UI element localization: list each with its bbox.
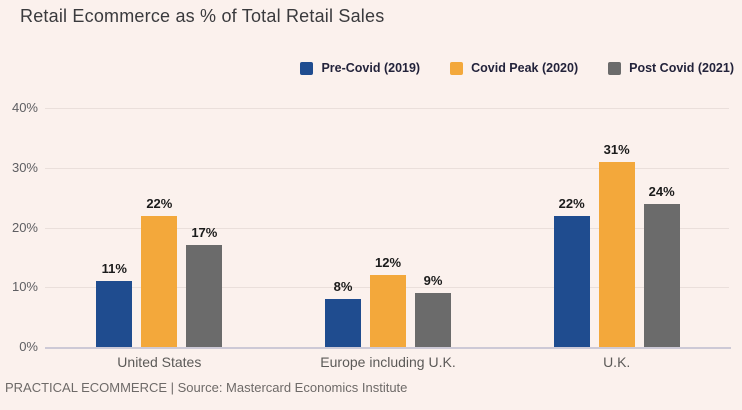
bar-value-label: 17% (191, 225, 218, 241)
bar-groups: 11% 22% 17% 8% 12% 9% 22% 31% 24% (45, 108, 731, 347)
y-tick-label: 40% (11, 100, 38, 115)
legend-item-3: Post Covid (2021) (608, 61, 734, 75)
bar-value-label: 12% (374, 255, 402, 271)
bar-wrap: 8% (325, 108, 361, 347)
bar-value-label: 8% (333, 279, 353, 295)
bar-wrap: 31% (598, 108, 635, 347)
bar-post-covid-2021-europe-including-u-k (415, 293, 451, 347)
bar-value-label: 31% (603, 141, 630, 157)
y-tick-label: 30% (11, 159, 38, 175)
bar-group-1: 11% 22% 17% (45, 108, 274, 347)
legend-swatch-icon (450, 61, 464, 75)
bar-wrap: 17% (186, 108, 223, 347)
source-attribution: PRACTICAL ECOMMERCE | Source: Mastercard… (5, 380, 408, 395)
y-tick-label: 10% (11, 279, 38, 295)
bar-wrap: 11% (96, 108, 133, 347)
bar-wrap: 12% (370, 108, 406, 347)
legend-item-1: Pre-Covid (2019) (300, 61, 420, 75)
bar-post-covid-2021-u-k (643, 203, 680, 347)
chart-title: Retail Ecommerce as % of Total Retail Sa… (20, 6, 385, 26)
bar-wrap: 24% (643, 108, 680, 347)
x-category-label: U.K. (603, 354, 631, 370)
bar-group-2: 8% 12% 9% (274, 108, 503, 347)
legend-swatch-icon (608, 61, 622, 75)
bar-value-label: 9% (423, 273, 443, 289)
bar-pre-covid-2019-europe-including-u-k (325, 299, 361, 347)
bar-value-label: 24% (648, 183, 675, 199)
x-category-label: United States (117, 354, 202, 370)
bar-wrap: 22% (141, 108, 178, 347)
x-category-label: Europe including U.K. (320, 354, 456, 370)
bar-covid-peak-2020-united-states (141, 215, 178, 347)
legend-label: Covid Peak (2020) (471, 61, 579, 75)
legend-item-2: Covid Peak (2020) (450, 61, 578, 75)
bar-wrap: 9% (415, 108, 451, 347)
legend-label: Post Covid (2021) (629, 61, 734, 75)
gridline (45, 108, 729, 109)
bar-wrap: 22% (553, 108, 590, 347)
y-tick-label: 20% (11, 219, 38, 235)
plot-area: 11% 22% 17% 8% 12% 9% 22% 31% 24% (45, 108, 731, 349)
legend-label: Pre-Covid (2019) (321, 61, 421, 75)
bar-value-label: 22% (146, 195, 173, 211)
bar-pre-covid-2019-united-states (96, 281, 133, 347)
bar-covid-peak-2020-europe-including-u-k (370, 275, 406, 347)
gridline (45, 167, 729, 169)
bar-covid-peak-2020-u-k (598, 161, 635, 347)
bar-value-label: 22% (558, 195, 585, 211)
legend-swatch-icon (300, 61, 314, 75)
gridline (45, 227, 729, 229)
bar-value-label: 11% (101, 261, 127, 277)
bar-group-3: 22% 31% 24% (502, 108, 731, 347)
x-axis-labels: United States Europe including U.K. U.K. (45, 354, 731, 370)
legend: Pre-Covid (2019) Covid Peak (2020) Post Co… (300, 61, 734, 75)
y-tick-label: 0% (19, 339, 38, 354)
bar-pre-covid-2019-u-k (553, 215, 590, 347)
bar-post-covid-2021-united-states (186, 245, 223, 347)
